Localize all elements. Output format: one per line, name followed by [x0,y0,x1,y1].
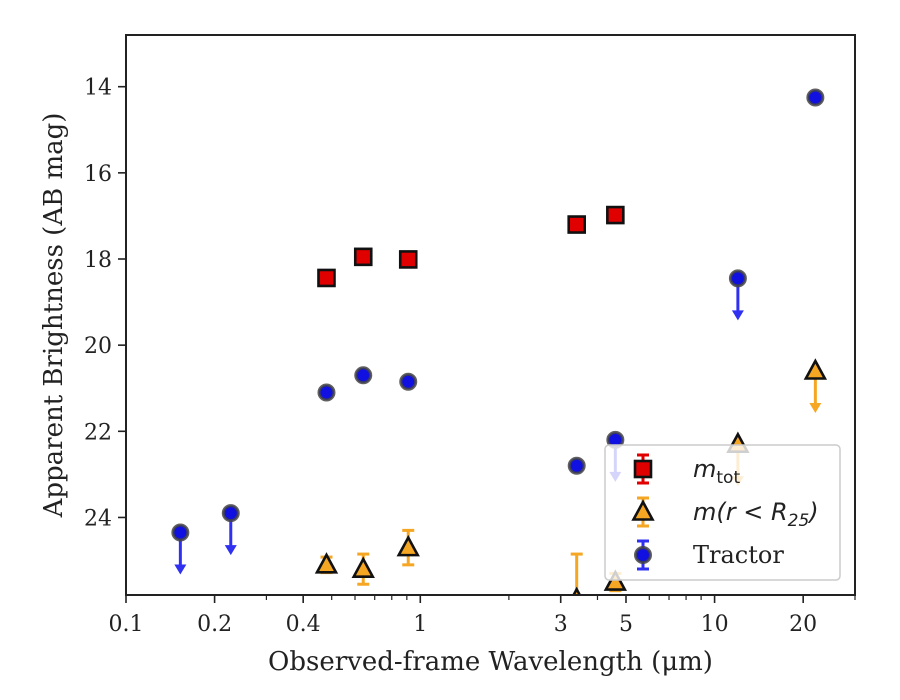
y-tick-label: 22 [84,420,112,445]
data-point [567,215,587,234]
x-tick-label: 5 [619,612,633,637]
legend-entry: m(r < R25) [631,496,819,531]
x-tick-label: 0.2 [197,612,232,637]
data-point [317,268,336,288]
legend-entry: mtot [633,453,740,488]
data-point [728,269,747,288]
legend-entry: Tractor [634,539,784,571]
x-tick-label: 1 [413,612,427,637]
x-tick-label: 0.1 [109,612,144,637]
legend-label: m(r < R25) [693,498,819,531]
data-point [353,247,373,267]
data-point [351,556,375,578]
data-point [317,383,336,402]
x-tick-label: 10 [701,612,729,637]
data-point [603,569,628,591]
data-point [221,504,240,523]
legend-marker [633,459,653,479]
data-point [803,358,828,380]
data-point [396,534,420,557]
data-point [572,586,582,595]
y-tick-label: 20 [84,334,112,359]
legend-label: mtot [693,455,740,488]
data-point [398,250,418,269]
plot-frame [125,34,856,596]
legend: mtot m(r < R25) Tractor [604,444,841,581]
series-0 [317,205,625,288]
data-point [314,552,339,574]
data-point [806,88,825,107]
data-point [567,456,586,475]
legend-marker [631,499,655,521]
y-axis: 14 16 18 20 22 24 [84,76,126,531]
y-tick-label: 14 [84,76,112,101]
data-point [606,205,625,225]
y-tick-label: 24 [84,506,112,531]
y-axis-label: Apparent Brightness (AB mag) [39,113,69,519]
x-axis: 0.1 0.2 0.4 1 3 5 10 20 [109,595,856,637]
y-tick-label: 16 [84,162,112,187]
legend-label: Tractor [693,541,784,569]
error-bar [570,552,583,595]
data-point [399,372,418,391]
data-point [354,366,373,385]
legend-marker [634,546,652,564]
x-tick-label: 20 [789,612,817,637]
legend-box [604,444,841,581]
y-tick-label: 18 [84,248,112,273]
data-point [171,523,190,542]
x-tick-label: 0.4 [286,612,321,637]
x-axis-label: Observed-frame Wavelength (μm) [268,647,713,677]
x-tick-label: 3 [554,612,568,637]
